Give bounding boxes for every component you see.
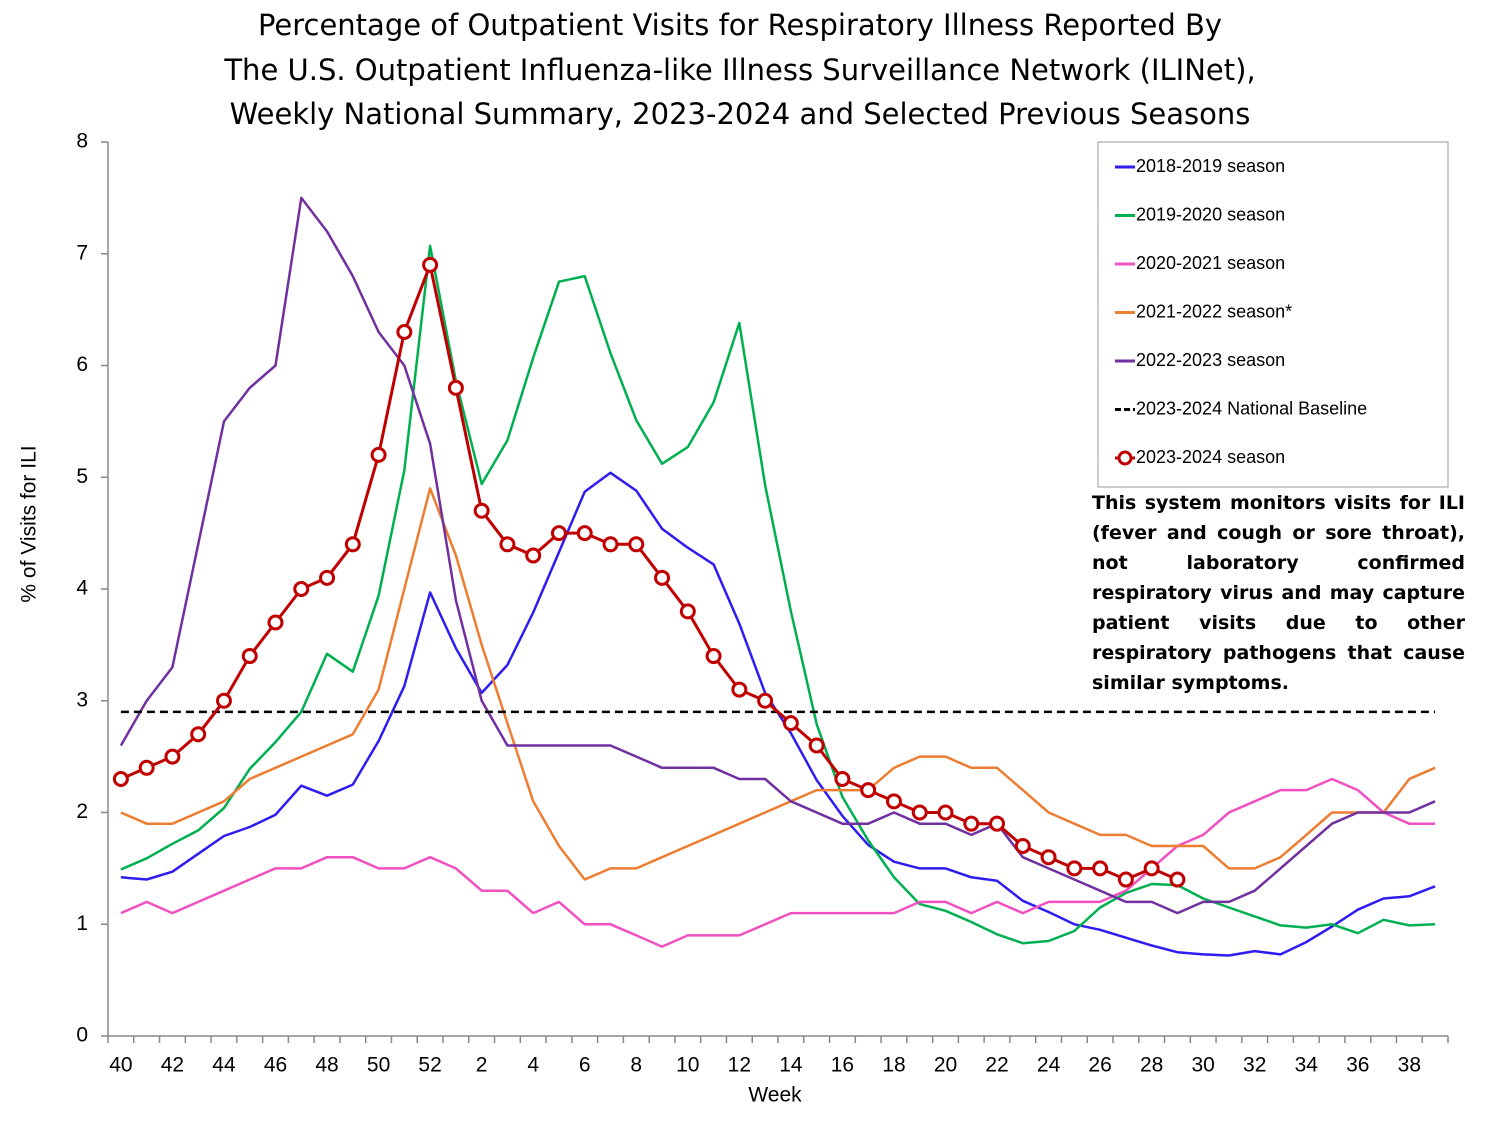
x-tick-label: 30	[1192, 1054, 1215, 1077]
legend-label: 2023-2024 National Baseline	[1136, 398, 1367, 418]
data-point	[757, 692, 774, 709]
legend-box	[1097, 141, 1449, 488]
data-point	[989, 815, 1006, 832]
x-axis-label: Week	[748, 1084, 802, 1107]
data-point	[447, 379, 464, 396]
annotation: This system monitors visits for ILI (fev…	[1092, 492, 1465, 694]
x-tick-label: 40	[109, 1054, 132, 1077]
data-point	[473, 502, 490, 519]
data-point	[422, 256, 439, 273]
y-tick-label: 4	[76, 577, 88, 600]
x-tick-label: 24	[1037, 1054, 1061, 1077]
chart-title: Weekly National Summary, 2023-2024 and S…	[230, 97, 1251, 131]
x-tick-label: 20	[934, 1054, 957, 1077]
data-point	[241, 648, 258, 665]
data-point	[576, 525, 593, 542]
chart-title: The U.S. Outpatient Influenza-like Illne…	[223, 53, 1255, 87]
data-point	[112, 770, 129, 787]
x-tick-label: 8	[630, 1054, 642, 1077]
x-tick-label: 26	[1088, 1054, 1111, 1077]
data-point	[602, 536, 619, 553]
data-point	[1040, 849, 1057, 866]
data-point	[525, 547, 542, 564]
legend-label: 2021-2022 season*	[1136, 301, 1292, 321]
y-tick-label: 7	[76, 241, 88, 264]
data-point	[1014, 838, 1031, 855]
y-tick-label: 2	[76, 800, 88, 823]
x-tick-label: 10	[676, 1054, 699, 1077]
y-tick-label: 1	[76, 912, 88, 935]
x-tick-label: 52	[418, 1054, 441, 1077]
data-point	[370, 446, 387, 463]
y-tick-label: 6	[76, 353, 88, 376]
y-tick-label: 5	[76, 465, 88, 488]
x-tick-label: 18	[882, 1054, 905, 1077]
legend-marker	[1117, 450, 1133, 466]
data-point	[1066, 860, 1083, 877]
data-point	[1143, 860, 1160, 877]
data-point	[396, 323, 413, 340]
data-point	[499, 536, 516, 553]
data-point	[293, 581, 310, 597]
legend-label: 2023-2024 season	[1136, 447, 1285, 467]
data-point	[782, 715, 799, 732]
x-tick-label: 14	[779, 1054, 803, 1077]
data-point	[344, 536, 361, 553]
data-point	[885, 793, 902, 810]
data-point	[860, 782, 877, 799]
y-axis-label: % of Visits for ILI	[18, 445, 41, 602]
data-point	[808, 737, 825, 754]
data-point	[731, 681, 748, 698]
x-tick-label: 4	[527, 1054, 539, 1077]
data-point	[164, 748, 181, 765]
x-tick-label: 46	[264, 1054, 287, 1077]
data-point	[190, 726, 207, 743]
y-tick-label: 8	[76, 130, 88, 153]
x-tick-label: 2	[476, 1054, 488, 1077]
data-point	[911, 804, 928, 821]
x-tick-label: 50	[367, 1054, 390, 1077]
x-tick-label: 22	[985, 1054, 1008, 1077]
data-point	[550, 525, 567, 542]
x-tick-label: 32	[1243, 1054, 1266, 1077]
legend-label: 2018-2019 season	[1136, 156, 1285, 176]
legend-label: 2019-2020 season	[1136, 204, 1285, 224]
x-tick-label: 6	[579, 1054, 591, 1077]
legend-label: 2022-2023 season	[1136, 350, 1285, 370]
series-line	[120, 777, 1436, 948]
series-line	[119, 196, 1436, 915]
data-point	[267, 614, 284, 631]
data-point	[679, 603, 696, 620]
x-tick-label: 44	[212, 1054, 236, 1077]
x-tick-label: 34	[1295, 1054, 1319, 1077]
data-point	[937, 804, 954, 821]
chart-title: Percentage of Outpatient Visits for Resp…	[258, 8, 1222, 42]
data-point	[1117, 871, 1134, 888]
x-tick-label: 12	[728, 1054, 751, 1077]
data-point	[834, 770, 851, 787]
data-point	[138, 759, 155, 776]
data-point	[705, 648, 722, 665]
data-point	[1092, 860, 1109, 877]
x-tick-label: 48	[315, 1054, 338, 1077]
x-tick-label: 42	[161, 1054, 184, 1077]
y-tick-label: 0	[76, 1024, 88, 1047]
data-point	[319, 569, 336, 586]
legend-label: 2020-2021 season	[1136, 253, 1285, 273]
series-line	[120, 487, 1436, 881]
data-point	[1169, 871, 1186, 888]
x-tick-label: 16	[831, 1054, 854, 1077]
data-point	[215, 692, 232, 709]
x-tick-label: 36	[1346, 1054, 1369, 1077]
y-tick-label: 3	[76, 688, 88, 711]
data-point	[963, 815, 980, 832]
data-point	[654, 569, 671, 586]
x-tick-label: 28	[1140, 1054, 1163, 1077]
x-tick-label: 38	[1398, 1054, 1421, 1077]
data-point	[628, 536, 645, 553]
